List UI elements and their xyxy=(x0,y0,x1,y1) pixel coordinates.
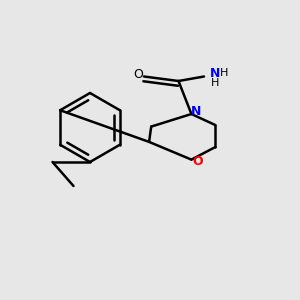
Text: N: N xyxy=(210,67,220,80)
Text: O: O xyxy=(133,68,143,82)
Text: O: O xyxy=(193,154,203,168)
Text: H: H xyxy=(220,68,229,79)
Text: N: N xyxy=(191,105,201,118)
Text: H: H xyxy=(211,77,220,88)
